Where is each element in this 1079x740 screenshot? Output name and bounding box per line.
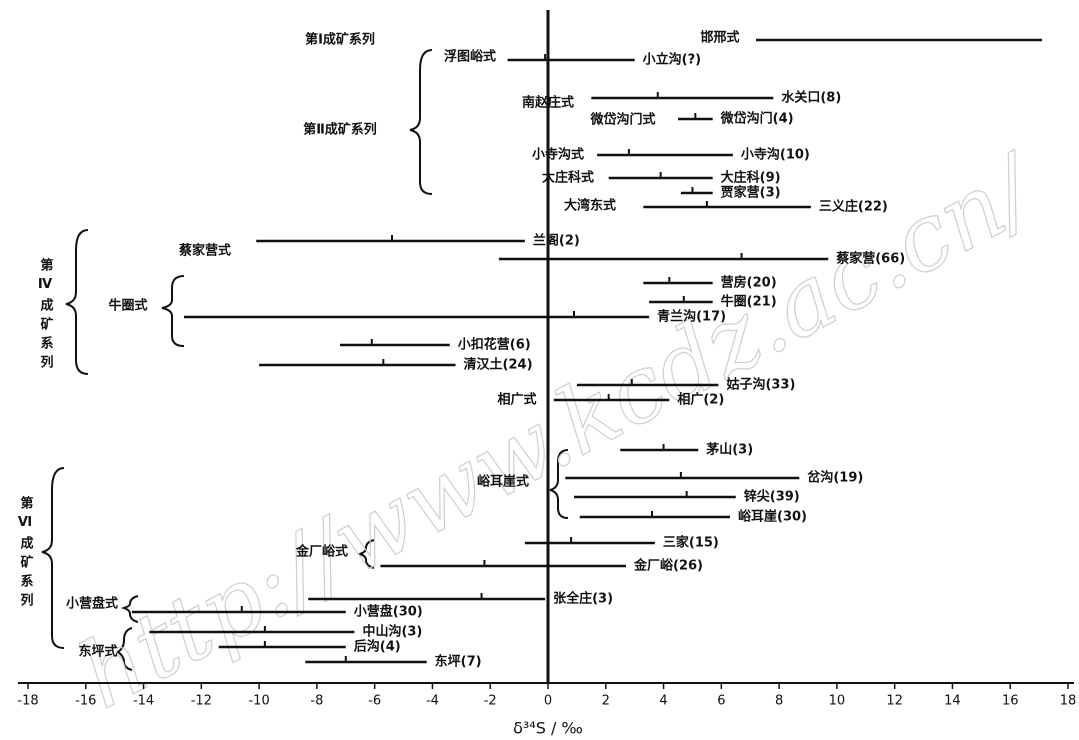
row-label: 微岱沟门(4) [720, 111, 794, 127]
row-label: 张全庄(3) [553, 591, 613, 607]
brace [116, 627, 133, 671]
x-tick-label: -8 [310, 694, 323, 709]
type-label: 峪耳崖式 [477, 474, 529, 490]
x-tick-label: 14 [944, 694, 961, 709]
x-tick-label: -18 [17, 694, 38, 709]
type-label: 浮图峪式 [444, 49, 496, 65]
type-label: 小营盘式 [66, 596, 118, 612]
brace [120, 595, 139, 623]
type-label: 大庄科式 [542, 170, 594, 186]
type-label: 金厂峪式 [295, 544, 348, 560]
watermark: http://www.kcdz.ac.cn/ [63, 133, 1057, 729]
series-label: 第Ⅳ成矿系列 [37, 257, 53, 374]
type-label: 蔡家营式 [178, 243, 231, 259]
row-label: 锌尖(39) [744, 489, 800, 505]
brace [161, 275, 185, 347]
brace [549, 449, 569, 519]
row-label: 水关口(8) [781, 90, 841, 106]
row-label: 蔡家营(66) [835, 251, 905, 267]
x-tick-label: 16 [1002, 694, 1019, 709]
type-label: 牛圈式 [108, 298, 147, 314]
x-tick-label: -10 [248, 694, 269, 709]
row-label: 岔沟(19) [807, 470, 863, 486]
brace [65, 229, 89, 375]
brace [409, 49, 433, 195]
x-tick-label: -12 [191, 694, 212, 709]
x-tick-label: -6 [368, 694, 381, 709]
type-label: 南赵庄式 [522, 95, 574, 111]
row-label: 小扣花营(6) [458, 337, 531, 353]
row-label: 相广(2) [677, 392, 724, 408]
row-label: 青兰沟(17) [657, 309, 726, 325]
x-tick-label: -4 [426, 694, 439, 709]
series-label: 第Ⅱ成矿系列 [303, 122, 377, 138]
row-label: 姑子沟(33) [726, 377, 795, 393]
row-label: 牛圈(21) [721, 294, 777, 310]
row-label: 金厂峪(26) [633, 558, 703, 574]
x-tick-label: -14 [133, 694, 154, 709]
x-tick-label: 4 [659, 694, 667, 709]
x-tick-label: 0 [544, 694, 552, 709]
brace [41, 467, 65, 649]
braces [41, 49, 569, 671]
row-label: 茅山(3) [706, 442, 753, 458]
row-label: 三家(15) [663, 535, 719, 551]
type-label: 大湾东式 [564, 198, 616, 214]
row-label: 中山沟(3) [362, 624, 422, 640]
row-label: 大庄科(9) [721, 170, 781, 186]
x-axis-label: δ³⁴S / ‰ [513, 719, 583, 738]
x-tick-label: 12 [886, 694, 903, 709]
row-label: 三义庄(22) [819, 199, 888, 215]
row-label: 后沟(4) [354, 639, 401, 655]
x-tick-label: 8 [775, 694, 783, 709]
row-label: 小营盘(30) [354, 604, 423, 620]
row-label: 东坪(7) [435, 654, 482, 670]
x-tick-label: 2 [602, 694, 610, 709]
brace [356, 539, 375, 569]
series-label: 第Ⅰ成矿系列 [305, 32, 375, 48]
row-label: 营房(20) [721, 275, 777, 291]
type-label: 邯邢式 [700, 30, 739, 46]
x-tick-label: 18 [1060, 694, 1077, 709]
row-label: 小立沟(?) [643, 52, 701, 68]
series-label: 第Ⅵ成矿系列 [18, 495, 34, 612]
type-label: 相广式 [497, 392, 536, 408]
row-label: 小寺沟(10) [741, 147, 810, 163]
x-tick-label: -16 [75, 694, 96, 709]
type-label: 微岱沟门式 [589, 112, 655, 128]
x-tick-label: 6 [717, 694, 725, 709]
row-label: 峪耳崖(30) [738, 509, 807, 525]
x-tick-label: 10 [829, 694, 846, 709]
x-tick-label: -2 [484, 694, 497, 709]
row-label: 清汉土(24) [464, 357, 533, 373]
row-label: 贾家营(3) [721, 185, 781, 201]
row-label: 兰阁(2) [533, 233, 580, 249]
type-label: 东坪式 [78, 644, 117, 660]
type-label: 小寺沟式 [532, 147, 584, 163]
